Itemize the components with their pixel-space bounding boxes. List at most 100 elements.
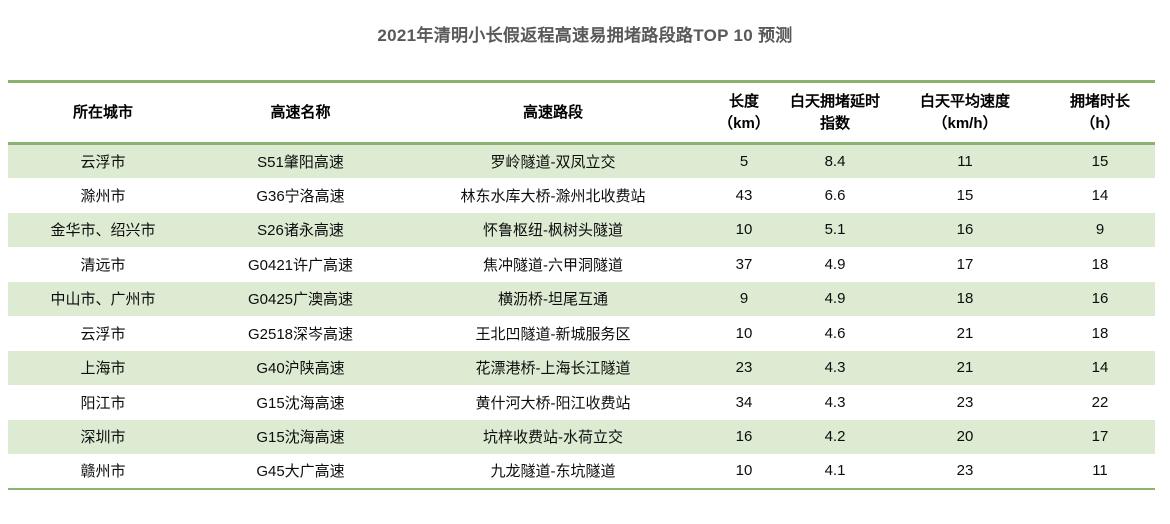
cell-highway-section: 坑梓收费站-水荷立交 — [483, 429, 623, 447]
cell-length-km: 10 — [735, 462, 753, 480]
table-row: 深圳市 G15沈海高速 坑梓收费站-水荷立交 16 4.2 20 17 — [8, 419, 1155, 454]
cell-highway-section: 怀鲁枢纽-枫树头隧道 — [483, 222, 623, 240]
table-row: 云浮市 S51肇阳高速 罗岭隧道-双凤立交 5 8.4 11 15 — [8, 143, 1155, 178]
cell-length-km: 9 — [739, 290, 749, 308]
cell-avg-speed: 17 — [956, 255, 974, 273]
cell-delay-index: 4.3 — [824, 359, 846, 377]
cell-highway-name: S51肇阳高速 — [257, 154, 344, 171]
table-row: 云浮市 G2518深岑高速 王北凹隧道-新城服务区 10 4.6 21 18 — [8, 316, 1155, 351]
cell-avg-speed: 16 — [956, 221, 974, 239]
column-header-highway-section: 高速路段 — [403, 82, 703, 144]
cell-highway-name: G40沪陕高速 — [256, 360, 345, 378]
cell-highway-name: G15沈海高速 — [256, 394, 345, 412]
column-header-length-km: 长度 （km） — [703, 82, 785, 144]
cell-duration: 15 — [1091, 153, 1109, 170]
column-header-city: 所在城市 — [8, 82, 198, 144]
cell-delay-index: 6.6 — [824, 186, 846, 204]
header-row: 所在城市 高速名称 高速路段 长度 （km） 白天拥堵延时 指数 — [8, 81, 1155, 144]
table-row: 滁州市 G36宁洛高速 林东水库大桥-滁州北收费站 43 6.6 15 14 — [8, 178, 1155, 213]
cell-avg-speed: 18 — [956, 290, 974, 308]
column-header-daytime-delay-index: 白天拥堵延时 指数 — [785, 82, 885, 144]
column-header-label: 拥堵时长 — [1069, 92, 1130, 110]
cell-avg-speed: 23 — [956, 393, 974, 411]
column-header-label: 长度 — [728, 92, 759, 110]
column-header-sublabel: （km） — [718, 114, 770, 132]
cell-delay-index: 4.3 — [824, 393, 846, 411]
cell-highway-section: 王北凹隧道-新城服务区 — [475, 325, 631, 343]
cell-avg-speed: 21 — [956, 359, 974, 377]
cell-city: 云浮市 — [80, 325, 126, 343]
cell-duration: 18 — [1091, 255, 1109, 273]
cell-highway-name: G2518深岑高速 — [247, 325, 354, 343]
cell-highway-section: 黄什河大桥-阳江收费站 — [475, 394, 631, 412]
column-header-label: 白天平均速度 — [919, 92, 1010, 110]
cell-delay-index: 5.1 — [824, 221, 846, 239]
column-header-daytime-avg-speed: 白天平均速度 （km/h） — [885, 82, 1045, 144]
cell-duration: 17 — [1091, 428, 1109, 446]
cell-city: 云浮市 — [80, 154, 126, 171]
cell-highway-name: G45大广高速 — [256, 463, 345, 481]
cell-duration: 9 — [1095, 221, 1105, 239]
column-header-label: 高速路段 — [522, 103, 583, 121]
cell-duration: 22 — [1091, 393, 1109, 411]
cell-duration: 14 — [1091, 359, 1109, 377]
cell-highway-section: 焦冲隧道-六甲洞隧道 — [483, 256, 623, 274]
cell-duration: 18 — [1091, 324, 1109, 342]
cell-city: 清远市 — [80, 256, 126, 274]
cell-length-km: 5 — [739, 153, 749, 170]
column-header-sublabel: （h） — [1080, 114, 1120, 132]
table-row: 赣州市 G45大广高速 九龙隧道-东坑隧道 10 4.1 23 11 — [8, 454, 1155, 489]
cell-length-km: 23 — [735, 359, 753, 377]
cell-highway-section: 横沥桥-坦尾互通 — [498, 291, 608, 309]
cell-highway-name: G0421许广高速 — [247, 256, 354, 274]
cell-length-km: 10 — [735, 221, 753, 239]
cell-avg-speed: 20 — [956, 428, 974, 446]
cell-length-km: 37 — [735, 255, 753, 273]
cell-city: 深圳市 — [80, 429, 126, 447]
cell-highway-name: G0425广澳高速 — [247, 291, 354, 309]
table-row: 上海市 G40沪陕高速 花漂港桥-上海长江隧道 23 4.3 21 14 — [8, 350, 1155, 385]
table-row: 清远市 G0421许广高速 焦冲隧道-六甲洞隧道 37 4.9 17 18 — [8, 247, 1155, 282]
column-header-sublabel: 指数 — [819, 114, 850, 132]
cell-highway-name: G15沈海高速 — [256, 429, 345, 447]
cell-city: 金华市、绍兴市 — [50, 222, 156, 240]
cell-city: 上海市 — [80, 360, 126, 378]
congestion-top10-table: 所在城市 高速名称 高速路段 长度 （km） 白天拥堵延时 指数 — [8, 80, 1155, 490]
cell-highway-name: S26诸永高速 — [257, 222, 344, 240]
cell-length-km: 43 — [735, 186, 753, 204]
column-header-sublabel: （km/h） — [932, 114, 998, 132]
cell-duration: 16 — [1091, 290, 1109, 308]
cell-delay-index: 4.9 — [824, 255, 846, 273]
cell-highway-section: 林东水库大桥-滁州北收费站 — [460, 187, 646, 205]
cell-highway-section: 罗岭隧道-双凤立交 — [490, 154, 616, 171]
cell-delay-index: 8.4 — [824, 153, 846, 170]
cell-delay-index: 4.2 — [824, 428, 846, 446]
table-body: 云浮市 S51肇阳高速 罗岭隧道-双凤立交 5 8.4 11 15 滁州市 G36宁洛高速 林东水… — [8, 143, 1155, 489]
cell-avg-speed: 21 — [956, 324, 974, 342]
cell-duration: 11 — [1092, 462, 1108, 480]
column-header-label: 所在城市 — [72, 103, 133, 121]
column-header-highway-name: 高速名称 — [198, 82, 403, 144]
cell-avg-speed: 23 — [956, 462, 974, 480]
table-row: 中山市、广州市 G0425广澳高速 横沥桥-坦尾互通 9 4.9 18 16 — [8, 281, 1155, 316]
cell-delay-index: 4.1 — [824, 462, 846, 480]
column-header-congestion-duration: 拥堵时长 （h） — [1045, 82, 1155, 144]
cell-city: 滁州市 — [80, 187, 126, 205]
cell-duration: 14 — [1091, 186, 1109, 204]
cell-highway-section: 花漂港桥-上海长江隧道 — [475, 360, 631, 378]
cell-length-km: 10 — [735, 324, 753, 342]
cell-city: 赣州市 — [80, 463, 126, 481]
column-header-label: 白天拥堵延时 — [789, 92, 880, 110]
cell-avg-speed: 11 — [957, 153, 973, 170]
page-title: 2021年清明小长假返程高速易拥堵路段路TOP 10 预测 — [377, 26, 793, 45]
cell-highway-section: 九龙隧道-东坑隧道 — [490, 463, 616, 481]
cell-city: 阳江市 — [80, 394, 126, 412]
table-header: 所在城市 高速名称 高速路段 长度 （km） 白天拥堵延时 指数 — [8, 81, 1155, 144]
cell-highway-name: G36宁洛高速 — [256, 187, 345, 205]
cell-delay-index: 4.6 — [824, 324, 846, 342]
cell-length-km: 16 — [735, 428, 753, 446]
table-row: 阳江市 G15沈海高速 黄什河大桥-阳江收费站 34 4.3 23 22 — [8, 385, 1155, 420]
column-header-label: 高速名称 — [270, 103, 331, 121]
cell-city: 中山市、广州市 — [50, 291, 156, 309]
